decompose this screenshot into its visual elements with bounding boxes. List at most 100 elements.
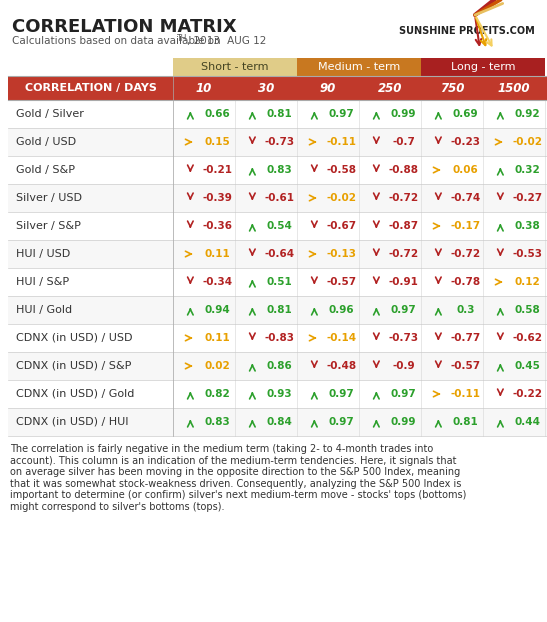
- Bar: [8, 408, 547, 436]
- Text: 0.82: 0.82: [205, 389, 230, 399]
- Text: 0.02: 0.02: [205, 361, 230, 371]
- Text: -0.77: -0.77: [451, 333, 481, 343]
- Text: 0.94: 0.94: [205, 305, 230, 315]
- Text: 0.69: 0.69: [453, 109, 479, 119]
- Text: -0.14: -0.14: [327, 333, 357, 343]
- Text: -0.61: -0.61: [265, 193, 295, 203]
- Text: -0.78: -0.78: [451, 277, 481, 287]
- Text: 10: 10: [196, 81, 212, 95]
- Text: 90: 90: [320, 81, 336, 95]
- Text: -0.48: -0.48: [327, 361, 357, 371]
- Text: SUNSHINE PROFITS.COM: SUNSHINE PROFITS.COM: [399, 26, 535, 36]
- Text: -0.7: -0.7: [392, 137, 415, 147]
- Text: -0.88: -0.88: [388, 165, 418, 175]
- Text: 250: 250: [378, 81, 402, 95]
- Text: CDNX (in USD) / USD: CDNX (in USD) / USD: [16, 333, 132, 343]
- Text: -0.9: -0.9: [392, 361, 415, 371]
- Text: -0.67: -0.67: [327, 221, 357, 231]
- Text: 0.81: 0.81: [453, 417, 479, 427]
- Text: 0.32: 0.32: [515, 165, 540, 175]
- Text: Medium - term: Medium - term: [318, 62, 400, 72]
- Text: -0.73: -0.73: [265, 137, 295, 147]
- Text: 0.06: 0.06: [453, 165, 479, 175]
- Text: 0.99: 0.99: [391, 417, 416, 427]
- Text: 0.97: 0.97: [329, 417, 354, 427]
- Bar: [8, 100, 547, 128]
- Bar: [8, 212, 547, 240]
- Text: -0.57: -0.57: [451, 361, 481, 371]
- Bar: [8, 296, 547, 324]
- Text: -0.36: -0.36: [202, 221, 232, 231]
- Text: 750: 750: [440, 81, 464, 95]
- Text: Gold / S&P: Gold / S&P: [16, 165, 75, 175]
- Text: 0.11: 0.11: [205, 333, 230, 343]
- Text: -0.21: -0.21: [202, 165, 232, 175]
- Text: -0.87: -0.87: [388, 221, 418, 231]
- Bar: [8, 268, 547, 296]
- Text: CDNX (in USD) / S&P: CDNX (in USD) / S&P: [16, 361, 131, 371]
- Text: CORRELATION / DAYS: CORRELATION / DAYS: [25, 83, 156, 93]
- Bar: [8, 128, 547, 156]
- Bar: [8, 240, 547, 268]
- Text: 30: 30: [258, 81, 274, 95]
- Text: HUI / USD: HUI / USD: [16, 249, 70, 259]
- Text: -0.11: -0.11: [451, 389, 481, 399]
- Text: -0.17: -0.17: [451, 221, 481, 231]
- Text: 0.97: 0.97: [329, 389, 354, 399]
- Text: 0.44: 0.44: [515, 417, 540, 427]
- Text: 0.58: 0.58: [515, 305, 540, 315]
- Text: Gold / USD: Gold / USD: [16, 137, 76, 147]
- Text: Short - term: Short - term: [201, 62, 269, 72]
- Text: 0.97: 0.97: [329, 109, 354, 119]
- Bar: [8, 352, 547, 380]
- Text: 1500: 1500: [498, 81, 530, 95]
- Bar: [8, 324, 547, 352]
- Text: -0.53: -0.53: [513, 249, 543, 259]
- Text: -0.62: -0.62: [513, 333, 543, 343]
- Text: 0.86: 0.86: [267, 361, 293, 371]
- Text: -0.91: -0.91: [389, 277, 418, 287]
- Text: 0.97: 0.97: [391, 389, 416, 399]
- Text: -0.83: -0.83: [265, 333, 295, 343]
- Text: 0.83: 0.83: [205, 417, 230, 427]
- Text: HUI / Gold: HUI / Gold: [16, 305, 72, 315]
- Text: -0.72: -0.72: [388, 249, 418, 259]
- Text: 0.84: 0.84: [267, 417, 293, 427]
- Text: 0.81: 0.81: [267, 109, 293, 119]
- Text: 0.99: 0.99: [391, 109, 416, 119]
- Bar: [8, 380, 547, 408]
- Text: -0.74: -0.74: [451, 193, 481, 203]
- Bar: [421, 58, 545, 76]
- Text: -0.64: -0.64: [265, 249, 295, 259]
- Text: Long - term: Long - term: [451, 62, 515, 72]
- Text: 0.45: 0.45: [515, 361, 540, 371]
- Text: -0.39: -0.39: [203, 193, 232, 203]
- Text: -0.72: -0.72: [388, 193, 418, 203]
- Text: -0.02: -0.02: [327, 193, 357, 203]
- Text: Silver / S&P: Silver / S&P: [16, 221, 81, 231]
- Text: 0.12: 0.12: [515, 277, 540, 287]
- Text: -0.23: -0.23: [451, 137, 481, 147]
- Text: 0.15: 0.15: [205, 137, 230, 147]
- Text: 0.96: 0.96: [329, 305, 354, 315]
- Text: 0.54: 0.54: [267, 221, 293, 231]
- Bar: [173, 58, 297, 76]
- Text: 0.93: 0.93: [267, 389, 293, 399]
- Text: -0.11: -0.11: [327, 137, 357, 147]
- Text: -0.02: -0.02: [513, 137, 543, 147]
- Text: Calculations based on data available on  AUG 12: Calculations based on data available on …: [12, 36, 266, 46]
- Text: -0.22: -0.22: [513, 389, 543, 399]
- Text: -0.73: -0.73: [388, 333, 418, 343]
- Text: -0.72: -0.72: [451, 249, 481, 259]
- Text: , 2013: , 2013: [187, 36, 220, 46]
- Text: 0.11: 0.11: [205, 249, 230, 259]
- Text: CORRELATION MATRIX: CORRELATION MATRIX: [12, 18, 237, 36]
- Bar: [8, 76, 547, 100]
- Text: The correlation is fairly negative in the medium term (taking 2- to 4-month trad: The correlation is fairly negative in th…: [10, 444, 467, 512]
- Text: 0.51: 0.51: [267, 277, 293, 287]
- Bar: [8, 156, 547, 184]
- Text: 0.81: 0.81: [267, 305, 293, 315]
- Bar: [8, 184, 547, 212]
- Text: TH: TH: [177, 34, 188, 43]
- Text: 0.66: 0.66: [205, 109, 230, 119]
